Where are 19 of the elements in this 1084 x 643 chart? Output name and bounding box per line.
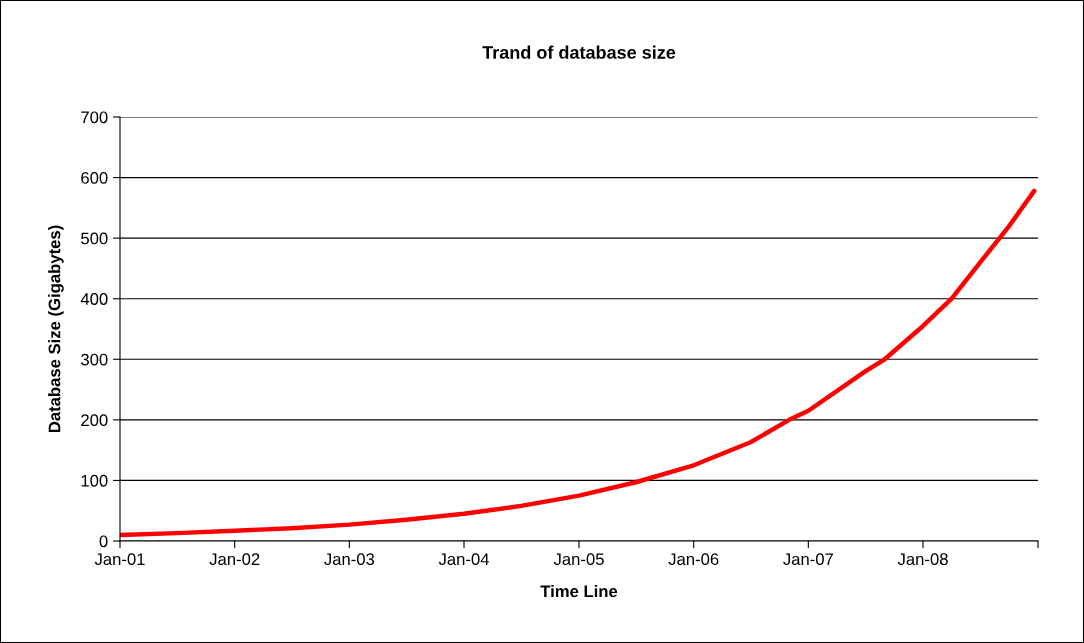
y-tick-label: 200	[81, 414, 108, 427]
chart-title: Trand of database size	[482, 45, 676, 59]
x-tick-label: Jan-05	[553, 553, 604, 566]
y-tick-label: 400	[80, 293, 108, 305]
y-tick-label: 700	[81, 111, 108, 124]
x-tick-label: Jan-06	[668, 553, 719, 566]
x-tick-label: Jan-04	[438, 553, 490, 566]
x-tick-label: Jan-01	[94, 553, 145, 566]
y-tick-label: 500	[81, 232, 108, 245]
y-tick-label: 600	[81, 171, 108, 184]
y-axis-title: Database Size (Gigabytes)	[48, 225, 64, 433]
x-axis-title: Time Line	[540, 585, 618, 598]
x-tick-label: Jan-08	[897, 553, 948, 566]
y-tick-label: 100	[81, 474, 108, 487]
x-tick-label: Jan-07	[783, 553, 833, 566]
x-tick-label: Jan-02	[209, 553, 260, 566]
y-tick-label: 300	[81, 353, 108, 366]
y-tick-label: 0	[99, 535, 108, 548]
x-tick-label: Jan-03	[324, 553, 375, 566]
